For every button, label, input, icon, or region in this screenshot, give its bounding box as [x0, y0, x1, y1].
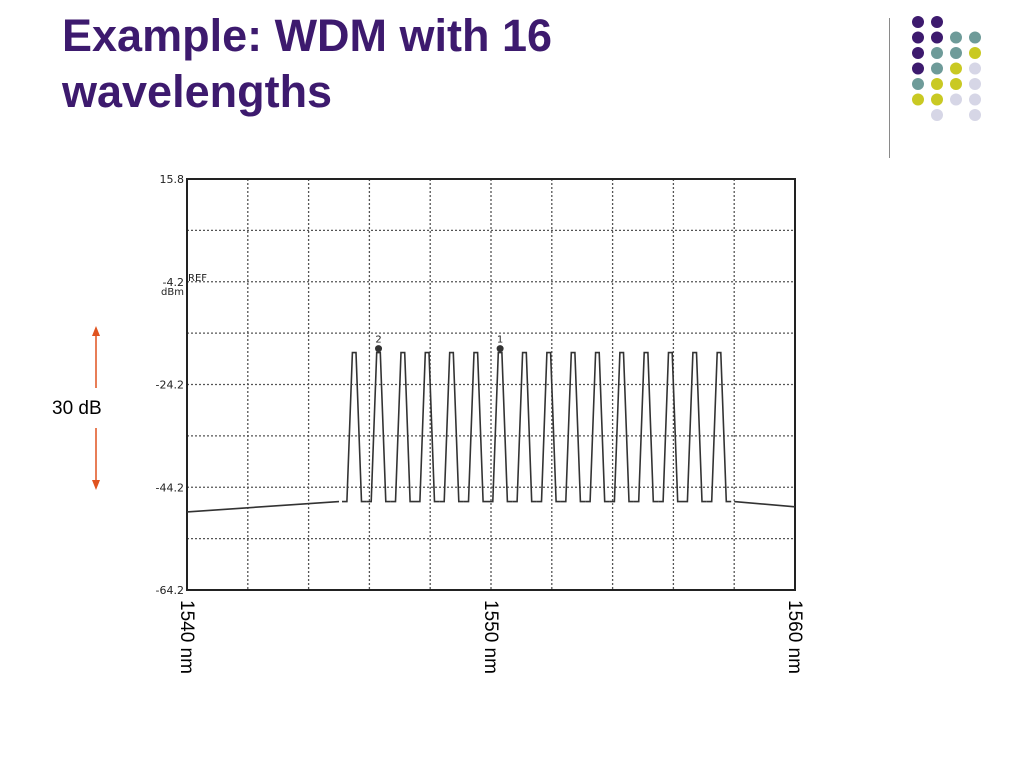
x-tick-label: 1560 nm [784, 600, 805, 674]
channel-peak [415, 351, 440, 503]
peak-marker-label: 2 [375, 335, 381, 346]
x-tick-label: 1540 nm [176, 600, 197, 674]
channel-peak [342, 351, 367, 503]
peak-marker-label: 1 [497, 335, 503, 346]
channel-peak [439, 351, 464, 503]
slide-title-line1: Example: WDM with 16 [62, 10, 553, 61]
ref-label: REF [188, 273, 207, 284]
y-tick-label: -4.2 [163, 276, 184, 289]
channel-peak [366, 351, 391, 503]
channel-peak [463, 351, 488, 503]
y-tick-labels: 15.8 -4.2 -24.2 -44.2 -64.2 [156, 173, 184, 597]
channel-peaks [342, 351, 732, 503]
y-axis-unit-label: dBm [161, 287, 184, 298]
channel-peak [706, 351, 732, 503]
noise-floor-left [186, 500, 340, 513]
y-tick-label: -64.2 [156, 584, 184, 597]
channel-peak [658, 351, 683, 503]
annotation-arrow-up-head [92, 326, 100, 336]
chart-grid [187, 179, 795, 590]
peak-marker [375, 345, 383, 353]
channel-peak [536, 351, 561, 503]
y-tick-label: -24.2 [156, 379, 184, 392]
x-tick-label: 1550 nm [480, 600, 501, 674]
slide-title: Example: WDM with 16 wavelengths [62, 8, 822, 120]
y-tick-label: -44.2 [156, 481, 184, 494]
noise-floor-right [734, 500, 796, 508]
channel-peak [488, 351, 513, 503]
header-divider-line [889, 18, 890, 158]
db-range-annotation [92, 326, 100, 490]
channel-peak [609, 351, 634, 503]
channel-peak [390, 351, 415, 503]
y-tick-label: 15.8 [160, 173, 185, 186]
channel-peak [585, 351, 610, 503]
db-range-label: 30 dB [52, 398, 102, 419]
annotation-arrow-down-head [92, 480, 100, 490]
slide-title-line2: wavelengths [62, 66, 333, 117]
chart-frame [186, 178, 796, 591]
peak-marker [496, 345, 504, 353]
channel-peak [560, 351, 586, 503]
channel-peak [682, 351, 707, 503]
channel-peak [512, 351, 537, 503]
channel-peak [633, 351, 659, 503]
